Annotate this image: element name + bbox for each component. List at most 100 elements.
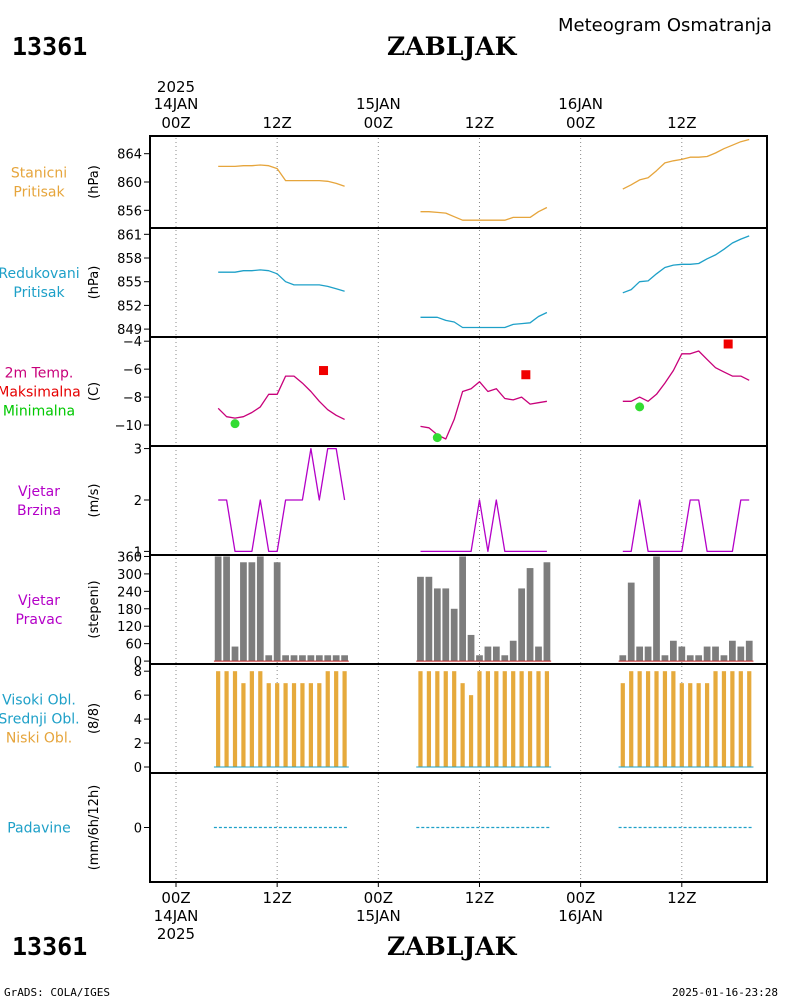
cloud_cover-bar-0-8	[283, 683, 288, 768]
cloud_cover-bar-1-11	[511, 671, 516, 768]
station-id-bottom: 13361	[12, 932, 87, 961]
wind_direction-bar-2-10	[703, 646, 711, 662]
panel-wind_direction: Vjetar Pravac (stepeni) 0 60 120 180 240 300 360	[15, 550, 768, 670]
wind_direction-bar-0-4	[248, 562, 256, 662]
reduced_pressure-ytick-label-2: 855	[117, 276, 142, 291]
temperature-min-marker-5	[635, 402, 645, 412]
cloud_cover-bar-1-5	[460, 683, 465, 768]
cloud_cover-label-line-1: Srednji Obl.	[0, 712, 80, 728]
precipitation-label-line-0: Padavine	[7, 821, 71, 837]
temperature-series-0-segment-0	[217, 375, 345, 420]
reduced_pressure-series-0-segment-0	[218, 269, 345, 292]
wind_direction-bar-0-11	[307, 655, 315, 662]
cloud_cover-bar-2-8	[688, 683, 693, 768]
wind_direction-ytick-label-4: 240	[117, 585, 142, 600]
wind_speed-label-line-1: Brzina	[17, 503, 61, 519]
wind_speed-series-0-segment-0	[218, 447, 346, 553]
cloud_cover-bar-2-11	[713, 671, 718, 768]
wind_direction-bar-1-11	[509, 640, 517, 662]
station-name-bottom: ZABLJAK	[387, 932, 518, 961]
wind_direction-bar-1-6	[467, 634, 475, 662]
cloud_cover-bar-1-14	[536, 671, 541, 768]
wind_direction-bar-1-4	[450, 608, 458, 662]
wind_direction-bar-0-5	[256, 556, 264, 662]
wind_direction-bar-1-9	[492, 646, 500, 662]
wind_direction-bar-1-7	[476, 655, 483, 662]
top-date-label-0: 14JAN	[154, 95, 199, 113]
station-id-top: 13361	[12, 32, 87, 61]
cloud_cover-bar-1-4	[452, 671, 457, 768]
reduced_pressure-series-0-segment-2	[622, 235, 750, 294]
cloud_cover-bar-1-3	[443, 671, 448, 768]
cloud_cover-bar-0-10	[300, 683, 305, 768]
wind_direction-ytick-label-3: 180	[117, 603, 142, 618]
wind_direction-bar-1-2	[433, 588, 441, 662]
cloud_cover-label-line-2: Niski Obl.	[6, 731, 72, 747]
cloud_cover-bar-1-6	[468, 695, 474, 768]
wind_speed-ytick-label-1: 2	[134, 494, 142, 509]
reduced_pressure-label-line-0: Redukovani	[0, 266, 80, 282]
panel-cloud_cover: Visoki Obl. Srednji Obl. Niski Obl. (8/8) 0 2…	[0, 663, 768, 776]
cloud_cover-bar-0-0	[216, 671, 221, 768]
wind_direction-bar-2-11	[712, 646, 719, 662]
cloud_cover-bar-0-7	[275, 683, 280, 768]
bottom-hour-label-3: 12Z	[465, 889, 494, 907]
cloud_cover-bar-0-13	[325, 671, 330, 768]
wind_direction-bar-2-13	[729, 640, 736, 662]
cloud_cover-bar-2-2	[637, 671, 642, 768]
wind_direction-bar-1-12	[518, 588, 526, 662]
top-hour-label-2: 00Z	[364, 114, 393, 132]
cloud_cover-bar-0-9	[291, 683, 297, 768]
wind_speed-unit-label: (m/s)	[87, 484, 102, 518]
panel-reduced_pressure: Redukovani Pritisak (hPa) 849 852 855 858 861	[0, 227, 768, 338]
cloud_cover-ytick-label-2: 4	[134, 713, 142, 728]
grads-credit: GrADS: COLA/IGES	[4, 986, 110, 999]
cloud_cover-bar-1-9	[494, 671, 499, 768]
temperature-ytick-label-0: −10	[115, 419, 142, 434]
wind_direction-bar-1-8	[484, 646, 492, 662]
bottom-hour-label-0: 00Z	[161, 889, 190, 907]
wind_direction-bar-0-15	[341, 655, 348, 662]
bottom-date-label-0: 14JAN	[154, 907, 199, 925]
wind_direction-bar-0-0	[214, 556, 222, 662]
wind_direction-bar-0-7	[273, 562, 281, 662]
wind_direction-bar-2-3	[644, 646, 652, 662]
cloud_cover-bar-1-0	[418, 671, 423, 768]
temperature-min-marker-1	[230, 419, 240, 429]
temperature-label-line-0: 2m Temp.	[5, 366, 74, 382]
temperature-series-0-segment-2	[622, 350, 750, 402]
bottom-date-label-2: 15JAN	[356, 907, 401, 925]
reduced_pressure-ytick-label-4: 861	[117, 228, 142, 243]
wind_direction-bar-2-15	[745, 640, 753, 662]
station_pressure-series-0-segment-0	[218, 164, 345, 187]
panel-temperature: 2m Temp. Maksimalna Minimalna (C) −10 −8 −6 −4	[0, 335, 768, 447]
cloud_cover-unit-label: (8/8)	[87, 703, 102, 734]
cloud_cover-bar-0-6	[266, 683, 271, 768]
wind_direction-bar-2-14	[737, 646, 745, 662]
bottom-hour-label-5: 12Z	[667, 889, 696, 907]
meteogram-title: Meteogram Osmatranja	[558, 15, 772, 36]
wind_speed-series-0-segment-2	[622, 499, 750, 553]
cloud_cover-bar-2-0	[620, 683, 625, 768]
wind_direction-bar-1-0	[417, 576, 424, 662]
cloud_cover-bar-1-13	[527, 671, 533, 768]
station_pressure-series-0-segment-2	[622, 138, 750, 190]
wind_direction-bar-2-7	[678, 646, 686, 662]
cloud_cover-bar-1-8	[485, 671, 491, 768]
wind_direction-bar-0-12	[315, 655, 323, 662]
top-date-label-2: 15JAN	[356, 95, 401, 113]
temperature-min-marker-3	[432, 433, 442, 443]
station-name-top: ZABLJAK	[387, 32, 518, 61]
cloud_cover-bar-2-1	[629, 671, 634, 768]
cloud_cover-bar-1-7	[477, 671, 482, 768]
panel-precipitation: Padavine (mm/6h/12h) 0	[7, 772, 768, 883]
cloud_cover-bar-2-6	[671, 671, 676, 768]
temperature-label-line-2: Minimalna	[3, 404, 75, 420]
temperature-ytick-label-3: −4	[123, 335, 142, 350]
top-date-label-4: 16JAN	[558, 95, 603, 113]
bottom-year-label: 2025	[157, 925, 195, 943]
cloud_cover-ytick-label-4: 8	[134, 665, 142, 680]
cloud_cover-bar-0-3	[241, 683, 246, 768]
